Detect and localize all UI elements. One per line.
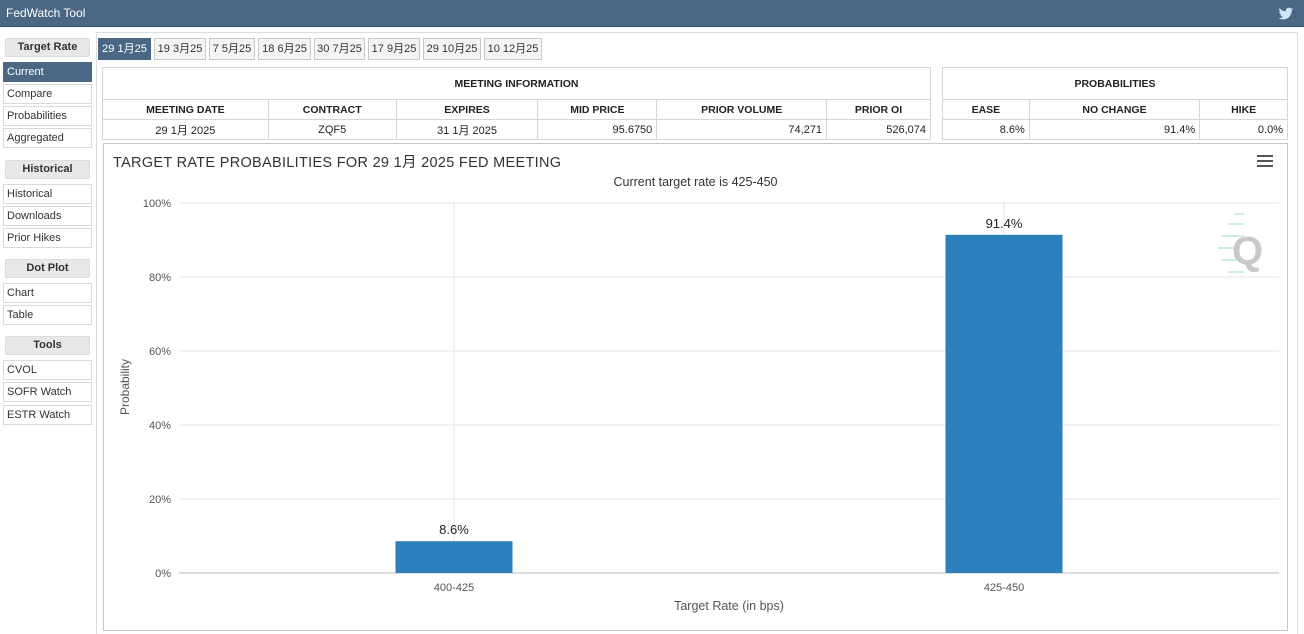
col-no-change: NO CHANGE (1028, 99, 1201, 120)
y-tick-label: 80% (149, 272, 171, 284)
cell-ease: 8.6% (942, 119, 1030, 140)
sidebar-item-chart[interactable]: Chart (3, 283, 92, 303)
cell-prior-volume: 74,271 (656, 119, 828, 140)
cell-expires: 31 1月 2025 (395, 119, 539, 140)
tab-meeting-2[interactable]: 19 3月25 (154, 38, 206, 60)
x-tick-label: 400-425 (434, 582, 474, 594)
sidebar-item-cvol[interactable]: CVOL (3, 360, 92, 380)
col-contract: CONTRACT (267, 99, 397, 120)
table-row: 29 1月 2025 ZQF5 31 1月 2025 95.6750 74,27… (102, 119, 931, 140)
cell-contract: ZQF5 (267, 119, 397, 140)
cell-no-change: 91.4% (1028, 119, 1201, 140)
probabilities-table: PROBABILITIES EASE NO CHANGE HIKE 8.6% 9… (942, 67, 1288, 140)
col-prior-oi: PRIOR OI (826, 99, 931, 120)
bar-data-label: 8.6% (439, 522, 469, 537)
col-expires: EXPIRES (395, 99, 539, 120)
sidebar-item-downloads[interactable]: Downloads (3, 206, 92, 226)
tab-meeting-7[interactable]: 29 10月25 (423, 38, 481, 60)
col-ease: EASE (942, 99, 1030, 120)
main-panel (96, 32, 1298, 634)
tab-meeting-5[interactable]: 30 7月25 (314, 38, 365, 60)
probabilities-header: PROBABILITIES (942, 67, 1288, 100)
top-bar: FedWatch Tool (0, 0, 1304, 27)
sidebar-item-aggregated[interactable]: Aggregated (3, 128, 92, 148)
chart-container: TARGET RATE PROBABILITIES FOR 29 1月 2025… (103, 143, 1288, 631)
col-prior-volume: PRIOR VOLUME (656, 99, 828, 120)
sidebar-item-current[interactable]: Current (3, 62, 92, 82)
sidebar-header-historical: Historical (5, 160, 90, 179)
col-mid-price: MID PRICE (537, 99, 658, 120)
cell-hike: 0.0% (1199, 119, 1288, 140)
y-tick-label: 40% (149, 420, 171, 432)
sidebar-item-sofr-watch[interactable]: SOFR Watch (3, 382, 92, 402)
y-tick-label: 20% (149, 494, 171, 506)
sidebar-header-tools: Tools (5, 336, 90, 355)
q-logo-icon: Q (1218, 213, 1263, 273)
col-hike: HIKE (1199, 99, 1288, 120)
sidebar-item-compare[interactable]: Compare (3, 84, 92, 104)
tab-meeting-1[interactable]: 29 1月25 (98, 38, 151, 60)
tab-meeting-4[interactable]: 18 6月25 (258, 38, 311, 60)
chart-menu-icon[interactable] (1257, 155, 1273, 169)
cell-prior-oi: 526,074 (826, 119, 931, 140)
bar-425-450[interactable] (945, 234, 1063, 573)
app-title: FedWatch Tool (6, 6, 86, 20)
chart-title: TARGET RATE PROBABILITIES FOR 29 1月 2025… (113, 155, 562, 171)
x-tick-label: 425-450 (984, 582, 1024, 594)
chart-subtitle: Current target rate is 425-450 (613, 175, 778, 189)
sidebar-item-estr-watch[interactable]: ESTR Watch (3, 405, 92, 425)
col-meeting-date: MEETING DATE (102, 99, 269, 120)
y-tick-label: 60% (149, 346, 171, 358)
bar-400-425[interactable] (395, 541, 513, 573)
chart-plot: Q 0% 20% 40% 60% 80% 100% 8.6% 400-425 91.4% 425-… (118, 198, 1279, 613)
tab-meeting-6[interactable]: 17 9月25 (368, 38, 420, 60)
y-tick-label: 100% (143, 198, 171, 210)
x-axis-label: Target Rate (in bps) (674, 599, 784, 613)
sidebar-item-prior-hikes[interactable]: Prior Hikes (3, 228, 92, 248)
tab-meeting-3[interactable]: 7 5月25 (209, 38, 255, 60)
sidebar-item-probabilities[interactable]: Probabilities (3, 106, 92, 126)
sidebar-item-historical[interactable]: Historical (3, 184, 92, 204)
meeting-info-header: MEETING INFORMATION (102, 67, 931, 100)
cell-meeting-date: 29 1月 2025 (102, 119, 269, 140)
sidebar-header-dot-plot: Dot Plot (5, 259, 90, 278)
cell-mid-price: 95.6750 (537, 119, 658, 140)
sidebar-item-table[interactable]: Table (3, 305, 92, 325)
sidebar: Target Rate Current Compare Probabilitie… (0, 27, 96, 634)
table-row: 8.6% 91.4% 0.0% (942, 119, 1288, 140)
sidebar-header-target-rate: Target Rate (5, 38, 90, 57)
bar-data-label: 91.4% (986, 216, 1023, 231)
tab-meeting-8[interactable]: 10 12月25 (484, 38, 542, 60)
svg-text:Q: Q (1232, 229, 1263, 273)
y-axis-label: Probability (118, 359, 132, 415)
y-tick-label: 0% (155, 568, 171, 580)
twitter-icon[interactable] (1278, 6, 1294, 22)
meeting-info-table: MEETING INFORMATION MEETING DATE CONTRAC… (102, 67, 931, 140)
